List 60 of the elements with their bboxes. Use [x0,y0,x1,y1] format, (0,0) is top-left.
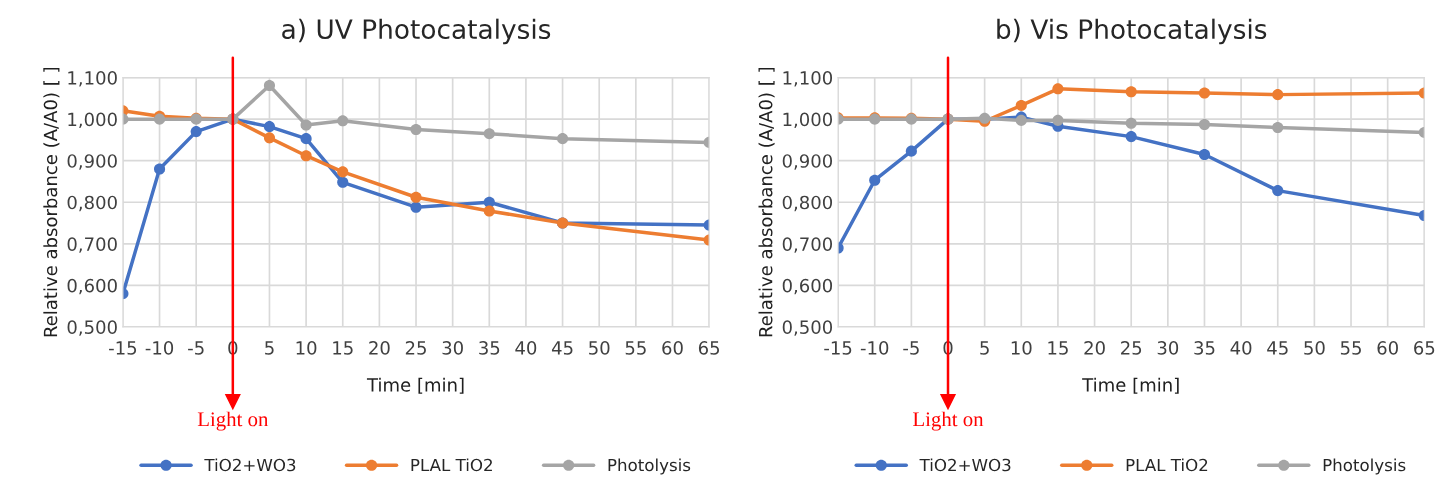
x-axis-title: Time [min] [366,377,464,394]
x-tick-label: 15 [333,341,353,355]
chart-title: a) UV Photocatalysis [282,18,551,45]
legend-label: Photolysis [608,458,691,475]
x-tick-label: 5 [265,341,274,355]
x-tick-label: 5 [980,341,989,355]
x-tick-label: 60 [662,341,683,355]
x-tick-label: 25 [405,341,426,355]
y-axis-title: Relative absorbance (A/A0) [ ] [43,67,60,337]
y-tick-label: 0,800 [67,195,117,212]
y-tick-label: 0,500 [67,320,117,336]
x-tick-label: 20 [369,341,390,355]
x-axis-title: Time [min] [1082,377,1179,394]
legend-label: PLAL TiO2 [411,458,492,472]
x-tick-label: 55 [1340,341,1361,355]
x-tick-label: 10 [1011,341,1032,355]
legend-label: TiO2+WO3 [919,458,1011,472]
y-tick-label: 1,000 [68,112,117,129]
legend-label: PLAL TiO2 [1126,458,1208,472]
x-tick-label: -5 [188,341,204,355]
y-tick-label: 0,700 [782,237,833,253]
x-tick-label: 25 [1121,341,1142,355]
x-tick-label: 35 [1194,341,1215,355]
y-tick-label: 1,100 [68,71,117,87]
x-tick-label: 40 [1230,341,1252,355]
y-tick-label: 0,900 [67,154,117,170]
x-tick-label: -15 [109,341,137,355]
ref-line-label: Light on [913,411,984,431]
x-tick-label: -5 [903,341,919,355]
legend-label: TiO2+WO3 [204,458,296,472]
x-tick-label: 30 [442,341,463,355]
legend-label: Photolysis [1323,458,1406,475]
x-tick-label: 40 [515,341,537,355]
x-tick-label: -10 [860,341,889,355]
ref-line-label: Light on [197,411,269,431]
x-tick-label: 65 [1414,341,1435,355]
y-tick-label: 0,800 [782,195,833,212]
x-tick-label: 60 [1377,341,1398,355]
x-tick-label: -15 [824,341,852,355]
y-tick-label: 0,500 [782,320,833,336]
x-tick-label: 45 [1267,341,1288,355]
x-tick-label: 30 [1157,341,1179,355]
y-tick-label: 0,900 [782,154,833,170]
x-tick-label: 35 [479,341,500,355]
y-tick-label: 1,000 [783,112,833,129]
y-tick-label: 0,600 [782,278,833,295]
y-tick-label: 0,600 [67,278,117,295]
x-tick-label: 20 [1084,341,1105,355]
y-tick-label: 1,100 [783,71,833,87]
x-tick-label: 50 [1304,341,1325,355]
y-tick-label: 0,700 [67,237,117,253]
x-tick-label: 65 [698,341,720,355]
x-tick-label: 50 [589,341,610,355]
x-tick-label: -10 [145,341,174,355]
x-tick-label: 10 [296,341,317,355]
x-tick-label: 55 [625,341,646,355]
y-axis-title: Relative absorbance (A/A0) [ ] [758,67,775,337]
chart-title: b) Vis Photocatalysis [997,18,1267,45]
x-tick-label: 45 [551,341,573,355]
x-tick-label: 15 [1048,341,1068,355]
